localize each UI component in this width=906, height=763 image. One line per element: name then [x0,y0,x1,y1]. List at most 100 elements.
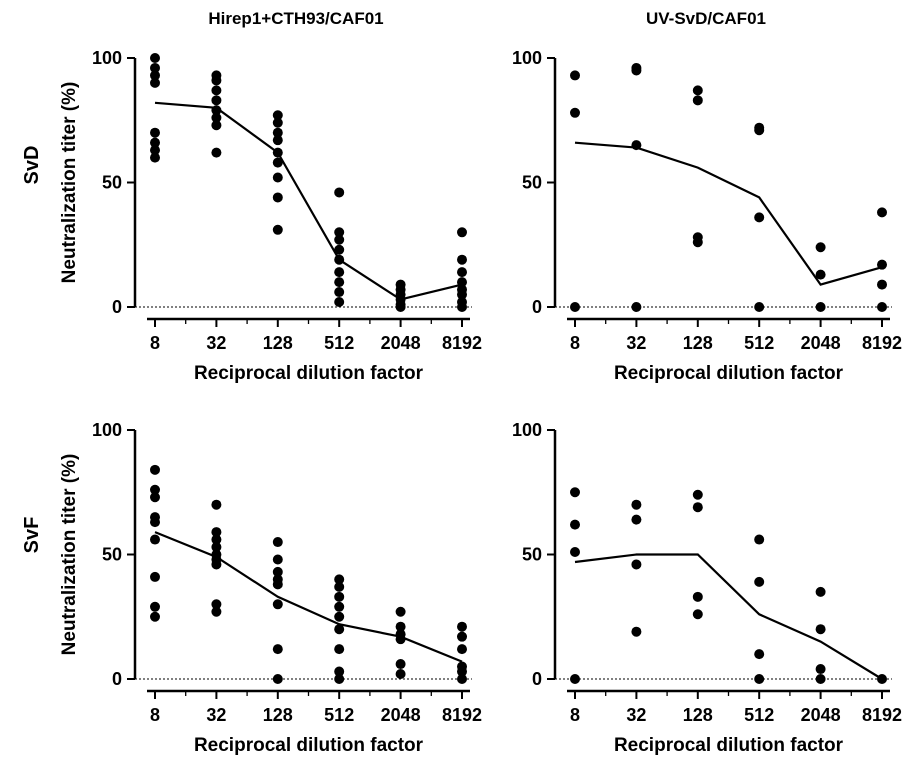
panel-title: Hirep1+CTH93/CAF01 [208,9,383,28]
data-point [334,624,345,635]
x-tick-label: 8192 [442,705,482,725]
data-point [815,624,826,635]
mean-line [574,553,883,680]
data-point [457,302,467,312]
row-label: SvD [21,146,43,185]
x-tick-label: 512 [324,705,354,725]
data-point [150,77,160,88]
data-point [272,566,283,577]
data-point [150,534,160,545]
y-tick-label: 50 [102,545,122,565]
data-point [272,117,283,128]
data-point [211,120,222,131]
x-tick-label: 8 [150,705,160,725]
data-point [457,267,467,278]
data-point [692,95,703,106]
data-point [815,664,826,675]
data-point [150,70,160,81]
y-tick-label: 50 [102,173,122,193]
data-point [815,302,826,312]
data-point [272,135,283,146]
x-tick-label: 32 [206,333,226,353]
data-point [334,234,345,245]
data-point [334,187,345,198]
data-point [334,254,345,265]
data-point [570,674,580,684]
data-point [692,609,703,620]
data-point [211,534,222,545]
mean-line [154,531,463,663]
y-axis-label: Neutralization titer (%) [59,454,80,656]
data-point [272,644,283,655]
data-point [570,547,580,558]
data-point [754,125,765,136]
x-tick-label: 128 [263,705,293,725]
x-tick-label: 128 [683,333,713,353]
data-point [334,666,345,677]
y-tick-label: 0 [532,669,542,689]
x-tick-label: 8 [570,333,580,353]
data-point [272,110,283,121]
x-tick-label: 32 [206,705,226,725]
data-point [334,581,345,592]
data-point [754,212,765,223]
data-point [457,289,467,300]
y-tick-label: 100 [92,420,122,440]
data-point [815,269,826,280]
data-point [395,621,406,632]
data-point [211,85,222,96]
data-point [395,606,406,617]
row-label: SvF [21,517,43,554]
x-axis-label: Reciprocal dilution factor [194,363,424,384]
data-point [150,611,160,622]
data-point [457,674,467,684]
data-point [692,489,703,500]
data-point [395,302,406,312]
x-tick-label: 8192 [862,705,902,725]
data-point [211,112,222,123]
data-point [631,514,642,525]
x-tick-label: 8192 [862,333,902,353]
y-axis-label: Neutralization titer (%) [59,82,80,284]
data-point [457,254,467,265]
x-tick-label: 8192 [442,333,482,353]
data-point [150,127,160,138]
data-point [272,157,283,168]
x-tick-label: 512 [744,705,774,725]
data-point [272,579,283,590]
data-point [211,147,222,158]
data-point [272,599,283,610]
x-tick-label: 512 [324,333,354,353]
data-point [754,534,765,545]
data-point [272,127,283,138]
data-point [272,674,283,684]
y-tick-label: 50 [522,545,542,565]
data-point [150,464,160,475]
data-point [150,137,160,148]
data-point [272,224,283,235]
data-point [272,172,283,183]
data-point [877,279,887,290]
mean-line [574,141,883,286]
data-point [334,611,345,622]
data-point [150,484,160,495]
data-point [334,601,345,612]
x-axis-label: Reciprocal dilution factor [614,735,844,756]
data-point [334,227,345,238]
x-tick-label: 32 [626,333,646,353]
data-point [631,626,642,637]
data-point [754,302,765,312]
y-tick-label: 50 [522,173,542,193]
data-point [457,621,467,632]
data-point [395,634,406,645]
data-point [457,666,467,677]
data-point [457,227,467,238]
data-point [150,492,160,503]
data-point [631,499,642,510]
y-tick-label: 100 [512,48,542,68]
data-point [334,244,345,255]
x-tick-label: 128 [263,333,293,353]
data-point [754,674,765,684]
chart-panel-3: 0 50 100 8 32 128 512 2048 8192 Reciprocal diluti… [21,420,482,756]
data-point [334,644,345,655]
